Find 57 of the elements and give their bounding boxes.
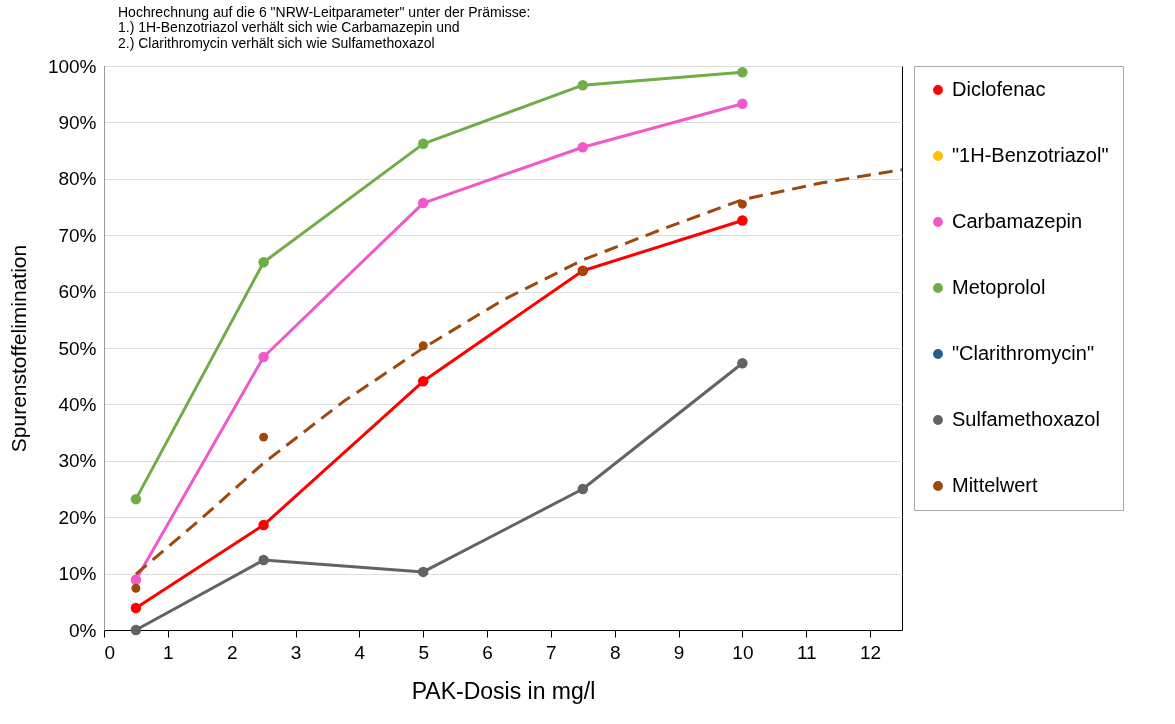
point	[417, 376, 429, 387]
x-tick-label: 6	[482, 641, 493, 663]
chart-subtitle: 1.) 1H-Benzotriazol verhält sich wie Carbamazepin und 2.) Clarithromycin verhält sich wie Sulfamethoxazol	[118, 19, 460, 51]
legend-label: Carbamazepin	[952, 210, 1083, 232]
legend-label: Mittelwert	[952, 474, 1039, 496]
y-tick-label: 80%	[58, 168, 97, 190]
point	[130, 602, 142, 614]
x-axis-title: PAK-Dosis in mg/l	[411, 677, 596, 704]
x-tick-label: 12	[860, 641, 882, 663]
point	[577, 483, 589, 495]
x-tick-label: 11	[796, 641, 817, 663]
x-tick-label: 8	[609, 641, 621, 663]
x-tick-label: 2	[226, 641, 238, 663]
point	[417, 138, 429, 150]
point	[737, 357, 748, 369]
point	[130, 624, 142, 636]
point	[131, 583, 141, 593]
point	[130, 574, 142, 586]
point	[258, 554, 269, 566]
point	[258, 257, 269, 268]
x-tick-label: 7	[546, 641, 557, 663]
y-tick-label: 10%	[58, 563, 97, 585]
point	[737, 199, 747, 209]
y-tick-label: 50%	[58, 337, 97, 359]
x-tick-label: 10	[732, 641, 754, 663]
x-tick-label: 0	[104, 641, 116, 663]
y-tick-label: 70%	[58, 224, 97, 246]
y-tick-label: 90%	[58, 111, 97, 133]
x-tick-label: 3	[290, 641, 302, 663]
y-tick-label: 40%	[58, 393, 97, 415]
x-tick-label: 1	[163, 641, 174, 663]
y-tick-label: 60%	[58, 281, 97, 303]
point	[258, 351, 269, 363]
y-axis-title: Spurenstoffelimination	[6, 244, 30, 453]
point	[737, 215, 748, 226]
point	[258, 519, 269, 531]
point	[737, 98, 748, 110]
point	[259, 432, 269, 442]
legend-label: Diclofenac	[952, 78, 1046, 100]
legend-label: Metoprolol	[952, 276, 1046, 298]
y-tick-label: 100%	[47, 55, 97, 77]
point	[577, 79, 589, 91]
legend-label: "1H-Benzotriazol"	[952, 144, 1109, 166]
legend-label: Sulfamethoxazol	[952, 408, 1100, 430]
point	[417, 566, 429, 578]
point	[577, 141, 589, 153]
x-tick-label: 4	[354, 641, 366, 663]
x-tick-label: 5	[418, 641, 429, 663]
point	[130, 493, 142, 505]
y-tick-label: 30%	[58, 450, 97, 472]
chart-title: Hochrechnung auf die 6 "NRW-Leitparameter" unter der Prämisse:	[118, 4, 531, 20]
point	[737, 66, 748, 78]
y-tick-label: 20%	[58, 506, 97, 528]
point	[417, 197, 429, 209]
legend-label: "Clarithromycin"	[952, 342, 1095, 364]
y-tick-label: 0%	[69, 619, 97, 641]
x-tick-label: 9	[673, 641, 685, 663]
